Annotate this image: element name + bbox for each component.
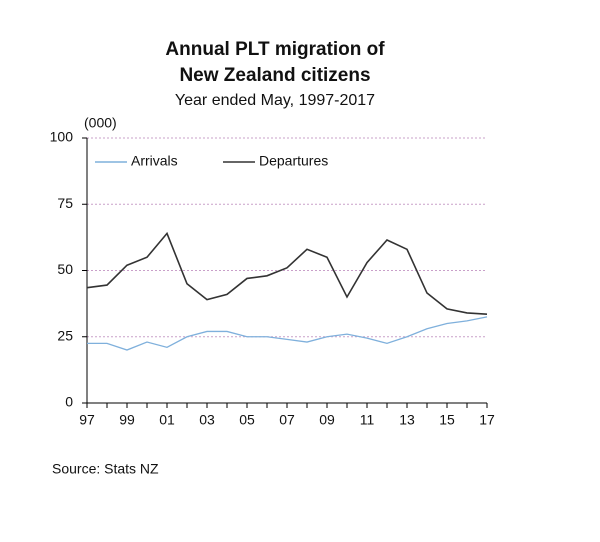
series-line	[87, 316, 488, 351]
x-tick-label: 11	[360, 412, 375, 428]
x-tick-label: 03	[199, 412, 215, 428]
x-tick-label: 07	[279, 412, 295, 428]
x-tick-label: 05	[239, 412, 255, 428]
y-tick-label: 50	[57, 261, 73, 277]
x-tick-label: 15	[439, 412, 455, 428]
series-line	[86, 231, 488, 316]
legend-label: Arrivals	[131, 153, 178, 169]
legend-label: Departures	[259, 153, 328, 169]
x-tick-label: 97	[79, 412, 95, 428]
x-tick-label: 09	[319, 412, 335, 428]
chart-subtitle: Year ended May, 1997-2017	[175, 92, 375, 109]
x-tick-label: 99	[119, 412, 135, 428]
y-tick-label: 100	[50, 129, 74, 145]
chart-title: New Zealand citizens	[179, 65, 370, 86]
x-tick-label: 17	[479, 412, 495, 428]
y-tick-label: 75	[57, 195, 73, 211]
y-axis-label: (000)	[84, 115, 117, 131]
y-tick-label: 0	[65, 394, 73, 410]
y-tick-label: 25	[57, 327, 73, 343]
source: Source: Stats NZ	[52, 461, 159, 477]
x-tick-label: 13	[399, 412, 415, 428]
x-tick-label: 01	[159, 412, 175, 428]
chart-title: Annual PLT migration of	[165, 39, 385, 60]
